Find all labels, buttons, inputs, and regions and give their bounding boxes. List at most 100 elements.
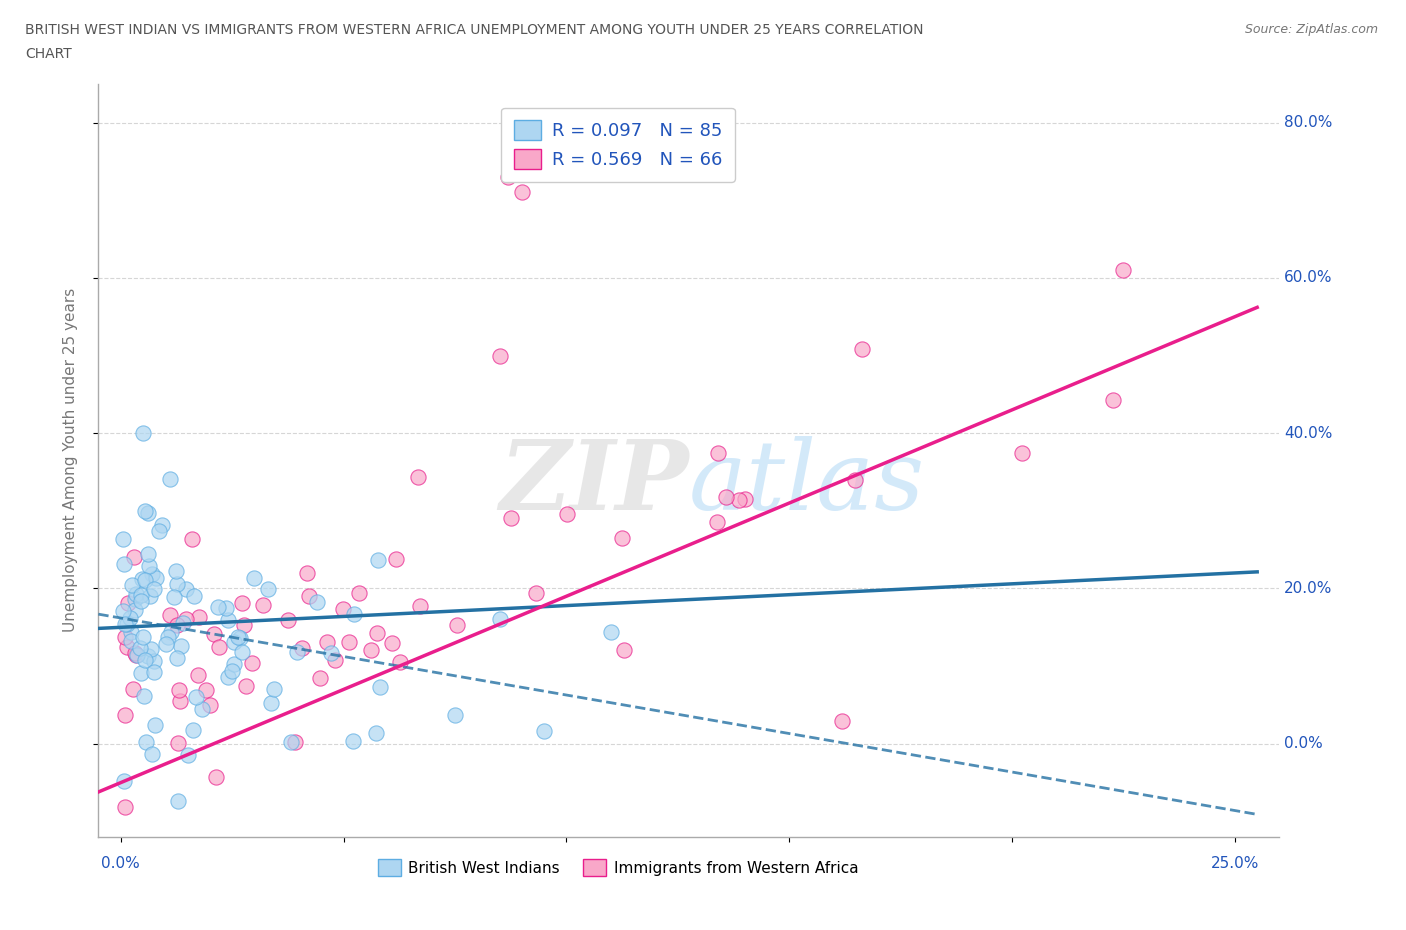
Point xyxy=(221,663,243,678)
Point xyxy=(118,611,141,626)
Point xyxy=(132,630,155,644)
Point xyxy=(114,617,136,631)
Point xyxy=(181,723,204,737)
Point xyxy=(343,606,366,621)
Point xyxy=(131,571,153,586)
Point xyxy=(125,586,148,601)
Point xyxy=(180,532,202,547)
Point xyxy=(114,630,136,644)
Text: ZIP: ZIP xyxy=(499,436,689,530)
Point xyxy=(131,593,153,608)
Point xyxy=(323,652,346,667)
Point xyxy=(389,654,412,669)
Point xyxy=(235,679,257,694)
Y-axis label: Unemployment Among Youth under 25 years: Unemployment Among Youth under 25 years xyxy=(63,288,77,632)
Legend: British West Indians, Immigrants from Western Africa: British West Indians, Immigrants from We… xyxy=(371,853,865,882)
Point xyxy=(360,643,382,658)
Point xyxy=(226,629,249,644)
Text: 20.0%: 20.0% xyxy=(1284,581,1333,596)
Text: 25.0%: 25.0% xyxy=(1211,857,1260,871)
Point xyxy=(165,564,187,578)
Point xyxy=(714,489,737,504)
Point xyxy=(600,624,623,639)
Point xyxy=(229,631,252,645)
Point xyxy=(1011,445,1033,460)
Point xyxy=(166,736,188,751)
Point xyxy=(111,604,134,618)
Point xyxy=(488,348,510,363)
Point xyxy=(167,683,190,698)
Point xyxy=(727,492,749,507)
Point xyxy=(368,679,391,694)
Point xyxy=(142,665,165,680)
Point xyxy=(406,470,429,485)
Point xyxy=(125,647,148,662)
Point xyxy=(136,547,159,562)
Text: 60.0%: 60.0% xyxy=(1284,271,1333,286)
Point xyxy=(444,708,467,723)
Point xyxy=(166,577,188,591)
Point xyxy=(215,601,238,616)
Point xyxy=(134,689,156,704)
Point xyxy=(114,800,136,815)
Point xyxy=(124,603,146,618)
Point xyxy=(129,641,152,656)
Point xyxy=(706,515,728,530)
Point xyxy=(381,635,404,650)
Point xyxy=(707,445,730,460)
Point xyxy=(166,650,188,665)
Point xyxy=(257,581,280,596)
Point xyxy=(285,644,308,659)
Point xyxy=(276,612,298,627)
Point xyxy=(217,670,239,684)
Point xyxy=(163,590,186,604)
Point xyxy=(364,726,387,741)
Point xyxy=(202,627,225,642)
Point xyxy=(222,634,245,649)
Point xyxy=(142,582,165,597)
Point xyxy=(115,640,138,655)
Point xyxy=(309,671,332,685)
Point xyxy=(446,618,468,632)
Point xyxy=(136,505,159,520)
Point xyxy=(120,633,142,648)
Point xyxy=(524,586,547,601)
Point xyxy=(112,774,135,789)
Point xyxy=(319,645,342,660)
Point xyxy=(159,472,181,486)
Point xyxy=(159,607,181,622)
Point xyxy=(132,426,155,441)
Point xyxy=(198,698,221,713)
Point xyxy=(259,695,281,710)
Point xyxy=(342,734,364,749)
Point xyxy=(141,747,163,762)
Point xyxy=(557,507,579,522)
Point xyxy=(498,169,520,184)
Point xyxy=(142,654,165,669)
Point xyxy=(145,570,167,585)
Point xyxy=(307,594,329,609)
Point xyxy=(138,589,160,604)
Point xyxy=(127,647,149,662)
Point xyxy=(117,595,139,610)
Point xyxy=(851,341,873,356)
Point xyxy=(169,694,191,709)
Text: CHART: CHART xyxy=(25,46,72,60)
Point xyxy=(222,657,245,671)
Point xyxy=(499,511,522,525)
Point xyxy=(187,668,209,683)
Point xyxy=(205,769,228,784)
Point xyxy=(1112,262,1135,277)
Point xyxy=(207,599,229,614)
Point xyxy=(240,656,263,671)
Text: Source: ZipAtlas.com: Source: ZipAtlas.com xyxy=(1244,23,1378,36)
Point xyxy=(195,682,218,697)
Point xyxy=(124,646,146,661)
Point xyxy=(134,652,156,667)
Point xyxy=(139,642,162,657)
Point xyxy=(191,702,214,717)
Point xyxy=(184,689,207,704)
Point xyxy=(115,617,138,631)
Point xyxy=(134,573,156,588)
Text: 40.0%: 40.0% xyxy=(1284,426,1333,441)
